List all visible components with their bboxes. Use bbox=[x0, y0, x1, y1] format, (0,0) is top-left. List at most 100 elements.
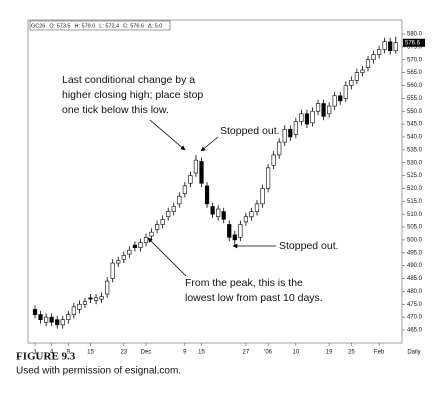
quote-field: GC26 bbox=[31, 23, 45, 29]
candle-body bbox=[221, 211, 226, 220]
candle-body bbox=[393, 42, 398, 52]
candle-body bbox=[304, 113, 310, 125]
y-tick-label: 570.0 bbox=[407, 57, 423, 63]
candle-body bbox=[260, 188, 265, 205]
candle-body bbox=[349, 80, 354, 86]
x-tick-label: 23 bbox=[120, 350, 127, 356]
candle-body bbox=[121, 255, 126, 260]
candle-body bbox=[55, 319, 60, 326]
candle-body bbox=[277, 141, 282, 156]
candle-body bbox=[254, 203, 260, 212]
annotation-arrow bbox=[200, 136, 219, 152]
annotation: Stopped out. bbox=[220, 125, 280, 137]
annotation: one tick below this low. bbox=[62, 104, 169, 116]
candle-body bbox=[99, 296, 104, 300]
candle-body bbox=[360, 69, 365, 73]
y-tick-label: 530.0 bbox=[407, 160, 423, 166]
candle-body bbox=[188, 175, 193, 184]
y-tick-label: 485.0 bbox=[407, 276, 423, 282]
quote-field: Δ: 5.0 bbox=[148, 23, 162, 29]
y-tick-label: 555.0 bbox=[407, 96, 423, 102]
candle-body bbox=[132, 244, 138, 248]
candle-body bbox=[116, 260, 121, 264]
candle-body bbox=[282, 128, 287, 143]
x-tick-label: 4 bbox=[50, 350, 54, 356]
candle-body bbox=[243, 216, 249, 223]
quote-field: O: 573.5 bbox=[49, 23, 70, 29]
candle-body bbox=[110, 262, 115, 279]
candle-body bbox=[149, 231, 154, 237]
annotation: higher closing high; place stop bbox=[62, 89, 203, 101]
candle-body bbox=[371, 54, 376, 61]
candle-body bbox=[210, 206, 215, 215]
last-price-label: 576.6 bbox=[405, 40, 421, 46]
x-tick-label: '06 bbox=[264, 350, 272, 356]
x-tick-label: 25 bbox=[348, 350, 355, 356]
candle-body bbox=[265, 167, 271, 189]
y-tick-label: 515.0 bbox=[407, 199, 423, 205]
quote-field: L: 572.4 bbox=[99, 23, 119, 29]
plot-frame bbox=[27, 19, 403, 344]
annotation-arrow bbox=[147, 237, 187, 277]
caption: Used with permission of esignal.com. bbox=[16, 366, 181, 377]
x-tick-label: Dec bbox=[141, 350, 152, 356]
y-tick-label: 475.0 bbox=[407, 302, 423, 308]
candle-body bbox=[88, 297, 93, 300]
candle-body bbox=[143, 237, 149, 243]
y-tick-label: 525.0 bbox=[407, 173, 423, 179]
y-tick-label: 575.0 bbox=[407, 44, 423, 50]
y-tick-label: 470.0 bbox=[407, 315, 423, 321]
candle-body bbox=[127, 249, 132, 255]
candle-body bbox=[343, 85, 348, 99]
quote-field: C: 576.6 bbox=[123, 23, 144, 29]
figure-label: FIGURE 9.3 bbox=[16, 351, 76, 363]
candle-body bbox=[138, 242, 143, 248]
candle-body bbox=[93, 297, 99, 301]
y-tick-label: 545.0 bbox=[407, 122, 423, 128]
y-tick-label: 465.0 bbox=[407, 328, 423, 334]
x-tick-label: Feb bbox=[374, 350, 385, 356]
y-tick-label: 505.0 bbox=[407, 225, 423, 231]
candle-body bbox=[216, 208, 221, 218]
annotation: lowest low from past 10 days. bbox=[185, 292, 323, 304]
y-tick-label: 565.0 bbox=[407, 70, 423, 76]
x-tick-label: 27 bbox=[243, 350, 250, 356]
candle-body bbox=[32, 309, 38, 315]
candle-body bbox=[376, 49, 382, 55]
candle-body bbox=[365, 59, 371, 68]
candle-body bbox=[204, 185, 210, 205]
last-price-box bbox=[403, 38, 425, 47]
candle-body bbox=[338, 95, 343, 102]
candle-body bbox=[49, 316, 54, 323]
candle-body bbox=[354, 72, 360, 81]
candle-body bbox=[288, 128, 293, 138]
candle-body bbox=[171, 206, 176, 212]
annotation: Stopped out. bbox=[279, 240, 339, 252]
candle-body bbox=[315, 103, 321, 112]
x-tick-label: 10 bbox=[293, 350, 300, 356]
candle-body bbox=[249, 211, 254, 218]
y-tick-label: 510.0 bbox=[407, 212, 423, 218]
candle-body bbox=[60, 319, 65, 326]
candle-body bbox=[310, 110, 315, 124]
annotation-arrow bbox=[149, 119, 186, 151]
candle-body bbox=[77, 303, 82, 310]
x-tick-label: 15 bbox=[198, 350, 205, 356]
candle-body bbox=[321, 103, 326, 117]
y-tick-label: 495.0 bbox=[407, 250, 423, 256]
candle-body bbox=[193, 159, 199, 174]
candle-body bbox=[271, 154, 276, 166]
candle-body bbox=[227, 224, 232, 238]
candle-body bbox=[155, 224, 160, 230]
candle-body bbox=[332, 95, 337, 107]
candle-body bbox=[82, 301, 88, 305]
y-tick-label: 580.0 bbox=[407, 32, 423, 38]
x-axis-label: Daily bbox=[407, 350, 420, 356]
y-tick-label: 520.0 bbox=[407, 186, 423, 192]
candle-body bbox=[299, 113, 304, 122]
quote-field: H: 579.0 bbox=[74, 23, 95, 29]
candle-body bbox=[238, 224, 243, 238]
candle-body bbox=[71, 306, 76, 315]
x-tick-label: 9 bbox=[183, 350, 187, 356]
